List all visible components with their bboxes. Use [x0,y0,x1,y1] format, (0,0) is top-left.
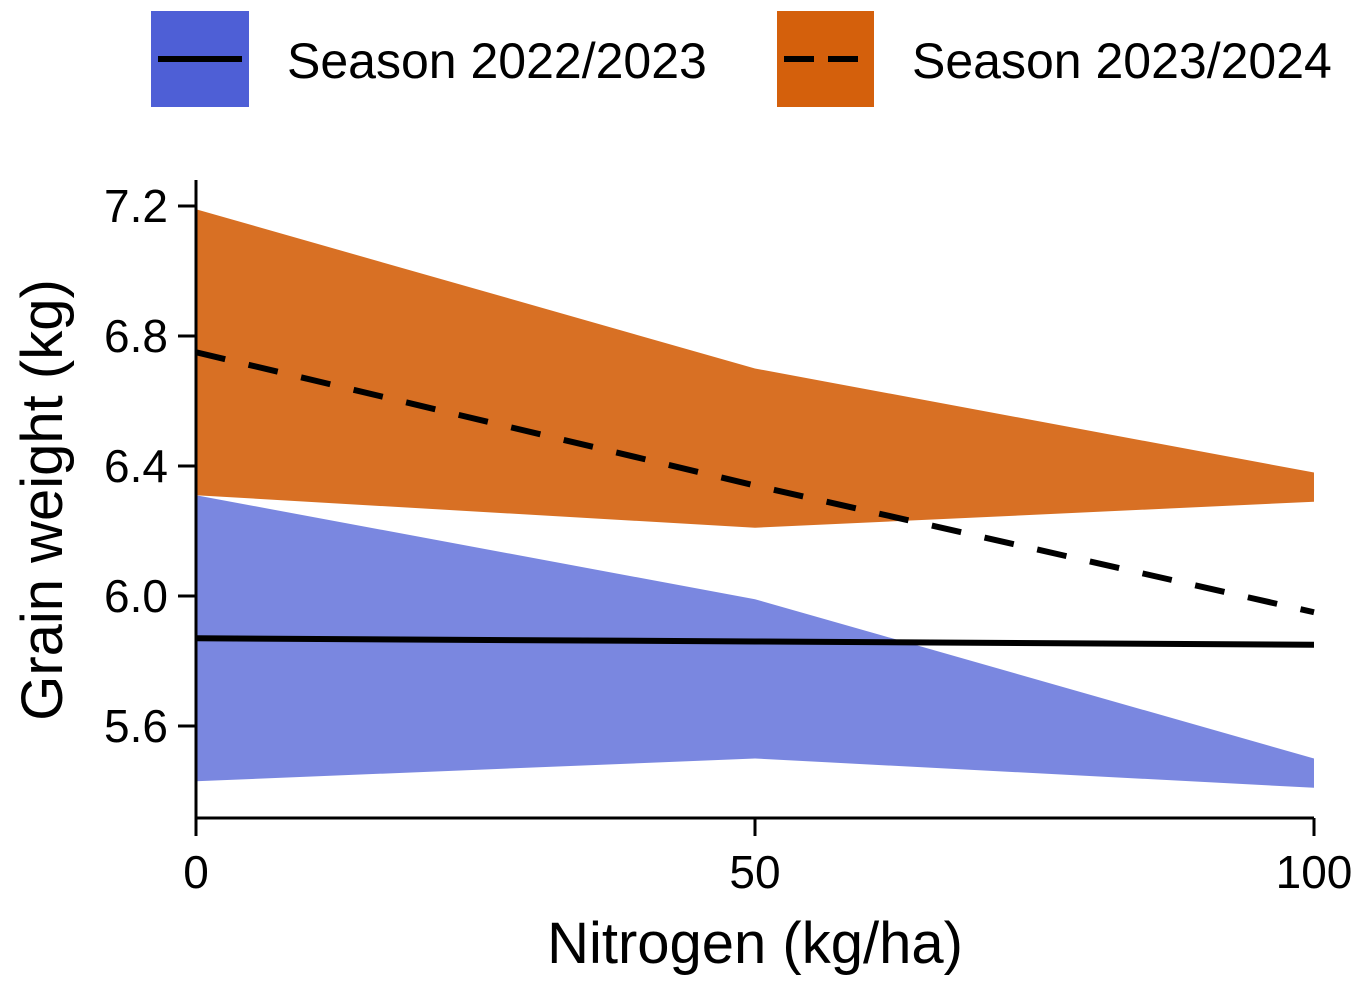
y-tick-label-4: 6.8 [104,310,168,362]
legend-label-1: Season 2022/2023 [287,33,707,89]
confidence-bands [196,209,1314,788]
line-series-1 [195,635,1315,648]
line-series-2 [195,349,1315,616]
legend-label-2: Season 2023/2024 [912,33,1332,89]
legend: Season 2022/2023 Season 2023/2024 [151,11,1332,107]
x-tick-label-3: 100 [1276,846,1353,898]
y-axis-title: Grain weight (kg) [10,279,75,721]
x-axis-title: Nitrogen (kg/ha) [547,911,963,976]
x-tick-label-1: 0 [183,846,209,898]
y-tick-label-1: 5.6 [104,700,168,752]
series-lines [195,349,1315,648]
y-tick-label-2: 6.0 [104,570,168,622]
x-tick-label-2: 50 [729,846,780,898]
legend-item-2: Season 2023/2024 [777,11,1332,107]
y-tick-label-5: 7.2 [104,180,168,232]
band-series-2 [196,209,1314,528]
legend-item-1: Season 2022/2023 [151,11,707,107]
ticks: 0 50 100 5.6 6.0 6.4 6.8 7.2 [104,180,1352,898]
y-tick-label-3: 6.4 [104,440,168,492]
